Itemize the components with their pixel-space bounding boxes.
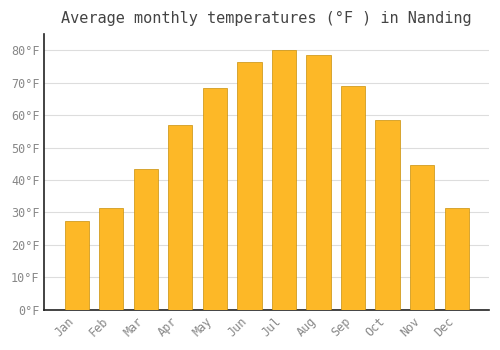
Bar: [238, 62, 262, 310]
Bar: [444, 208, 468, 310]
Bar: [272, 50, 296, 310]
Title: Average monthly temperatures (°F ) in Nanding: Average monthly temperatures (°F ) in Na…: [62, 11, 472, 26]
Bar: [168, 125, 192, 310]
Bar: [99, 208, 124, 310]
Bar: [341, 86, 365, 310]
Bar: [64, 220, 89, 310]
Bar: [203, 88, 227, 310]
Bar: [376, 120, 400, 310]
Bar: [306, 55, 330, 310]
Bar: [410, 166, 434, 310]
Bar: [134, 169, 158, 310]
